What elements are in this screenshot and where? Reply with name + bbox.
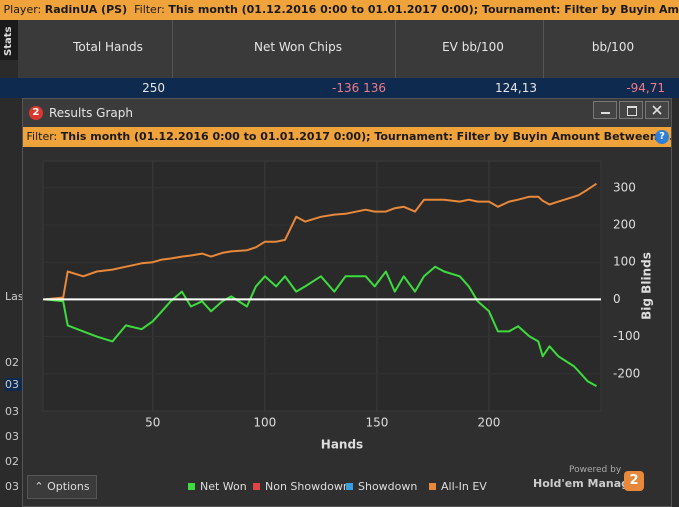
column-header[interactable]: EV bb/100	[442, 40, 504, 54]
table-row[interactable]: 250 -136 136 124,13 -94,71	[0, 78, 679, 98]
results-window: 2 Results Graph Filter: This month (01.1…	[22, 98, 672, 507]
cell: -94,71	[626, 81, 665, 95]
brand: Hold'em Manager	[533, 477, 642, 490]
legend-item[interactable]: Net Won	[188, 480, 247, 493]
y-tick-label: -100	[613, 329, 640, 343]
cell: 250	[142, 81, 165, 95]
background-text: 03	[5, 405, 19, 418]
legend-item[interactable]: Showdown	[346, 480, 417, 493]
cell: -136 136	[332, 81, 386, 95]
maximize-button[interactable]	[619, 101, 643, 119]
background-text: 02	[5, 455, 19, 468]
filter-bar: Filter: This month (01.12.2016 0:00 to 0…	[23, 127, 671, 147]
window-title: Results Graph	[49, 106, 133, 120]
filter-text: This month (01.12.2016 0:00 to 01.01.201…	[168, 3, 679, 16]
legend-label: Non Showdown	[265, 480, 350, 493]
player: RadinUA (PS)	[44, 3, 128, 16]
x-axis-label: Hands	[321, 438, 363, 452]
x-tick-label: 100	[253, 416, 276, 430]
legend-swatch	[188, 483, 195, 490]
series-line	[45, 182, 598, 301]
x-tick-label: 150	[365, 416, 388, 430]
legend-swatch	[346, 483, 353, 490]
y-axis-label: Big Blinds	[640, 252, 654, 320]
y-tick-label: -200	[613, 366, 640, 380]
background-text: 03	[5, 430, 19, 443]
side-tab[interactable]: Stats	[0, 20, 18, 60]
legend-label: Showdown	[358, 480, 418, 493]
legend-swatch	[429, 483, 436, 490]
close-icon	[652, 105, 662, 115]
options-button[interactable]: ⌃ Options	[27, 475, 97, 499]
minimize-button[interactable]	[593, 101, 617, 119]
y-tick-label: 300	[613, 180, 636, 194]
tab-label: Stats	[3, 26, 14, 56]
legend-label: All-In EV	[441, 480, 487, 493]
y-tick-label: 100	[613, 255, 636, 269]
cell: 124,13	[495, 81, 537, 95]
y-tick-label: 200	[613, 217, 636, 231]
column-header[interactable]: Total Hands	[73, 40, 143, 54]
title-bar: 2 Results Graph	[23, 99, 671, 127]
column-header[interactable]: Net Won Chips	[254, 40, 342, 54]
brand-icon: 2	[624, 471, 644, 491]
column-header[interactable]: bb/100	[591, 40, 635, 54]
background-text: 02	[5, 356, 19, 369]
background-text: 03	[5, 378, 25, 391]
label: Player:	[3, 3, 42, 16]
legend-item[interactable]: Non Showdown	[253, 480, 350, 493]
help-button[interactable]: ?	[655, 130, 669, 144]
background-text: Las	[5, 290, 24, 303]
label: Filter:	[26, 130, 58, 143]
legend-label: Net Won	[200, 480, 247, 493]
series-line	[45, 265, 597, 387]
label: Filter:	[134, 3, 165, 16]
separator	[172, 20, 173, 78]
close-button[interactable]	[645, 101, 669, 119]
y-tick-label: 0	[613, 292, 621, 306]
separator	[395, 20, 396, 78]
legend-item[interactable]: All-In EV	[429, 480, 487, 493]
x-tick-label: 200	[477, 416, 500, 430]
app-icon: 2	[29, 106, 43, 120]
chart: 50 100 150 200 300 200 100 0 -100 -200 Hands Big Bl…	[42, 160, 654, 452]
filter-bar: Player: RadinUA (PS) Filter: This month …	[0, 0, 679, 20]
legend-swatch	[253, 483, 260, 490]
x-tick-label: 50	[145, 416, 160, 430]
powered-by: Powered by	[569, 465, 622, 475]
table-header: Total Hands Net Won Chips EV bb/100 bb/1…	[18, 20, 679, 78]
legend: Net Won Non Showdown Showdown All-In EV	[23, 471, 671, 506]
options-label: Options	[47, 480, 90, 493]
separator	[543, 20, 544, 78]
filter-text: This month (01.12.2016 0:00 to 01.01.201…	[60, 130, 671, 143]
background-text: 03	[5, 480, 19, 493]
